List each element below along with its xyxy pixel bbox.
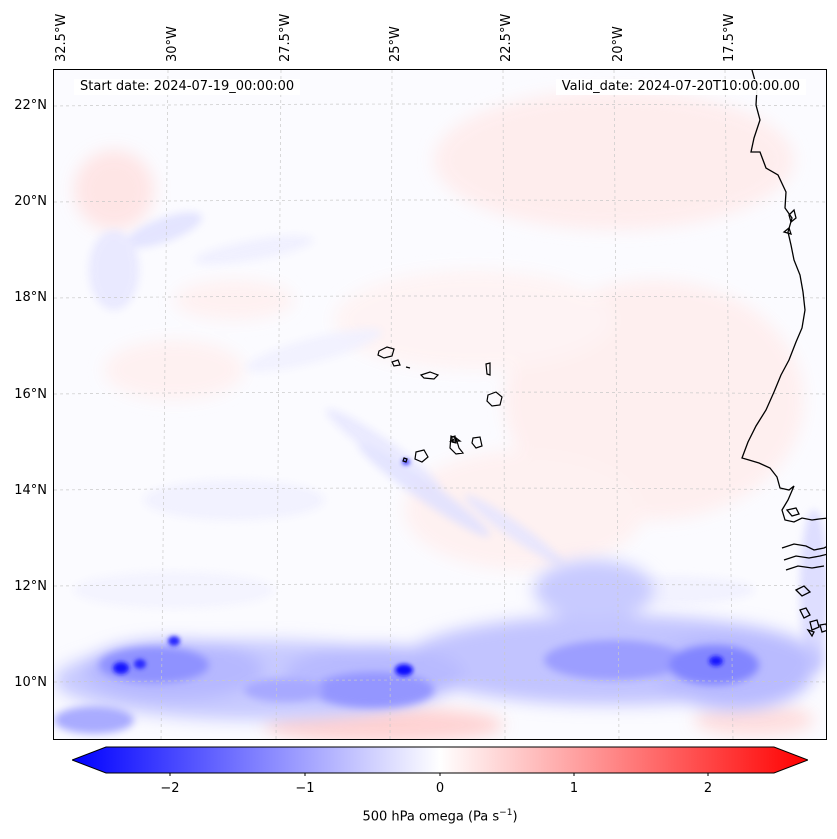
lat-label-22n: 22°N bbox=[14, 98, 47, 113]
lat-label-20n: 20°N bbox=[14, 194, 47, 209]
lat-label-18n: 18°N bbox=[14, 290, 47, 305]
african-coastline bbox=[741, 70, 826, 638]
colorbar-label: 500 hPa omega (Pa s−1) bbox=[0, 808, 837, 824]
colorbar-label-close: ) bbox=[512, 809, 518, 825]
lon-label-20w: 20°W bbox=[611, 26, 626, 62]
cape-verde-islands bbox=[377, 346, 503, 463]
lat-label-10n: 10°N bbox=[14, 675, 47, 690]
colorbar-tick-2: 2 bbox=[703, 781, 713, 796]
lon-label-17-5w: 17.5°W bbox=[722, 13, 737, 62]
valid-date-label: Valid_date: 2024-07-20T10:00:00.00 bbox=[555, 79, 806, 95]
lon-label-25w: 25°W bbox=[388, 26, 403, 62]
colorbar-tick-minus2: −2 bbox=[160, 781, 180, 796]
colorbar-tick-minus1: −1 bbox=[295, 781, 315, 796]
map-panel: Start date: 2024-07-19_00:00:00 Valid_da… bbox=[53, 69, 827, 740]
graticule bbox=[54, 70, 826, 739]
colorbar-tick-1: 1 bbox=[569, 781, 579, 796]
omega-field-map bbox=[54, 70, 826, 739]
lon-label-30w: 30°W bbox=[165, 26, 180, 62]
omega-minimum-spots bbox=[113, 459, 723, 676]
lon-label-22-5w: 22.5°W bbox=[499, 13, 514, 62]
start-date-label: Start date: 2024-07-19_00:00:00 bbox=[74, 79, 301, 95]
lon-label-27-5w: 27.5°W bbox=[278, 13, 293, 62]
colorbar-label-main: 500 hPa omega (Pa s bbox=[362, 809, 500, 825]
lon-label-32-5w: 32.5°W bbox=[54, 13, 69, 62]
lat-label-12n: 12°N bbox=[14, 579, 47, 594]
colorbar-label-exponent: −1 bbox=[499, 808, 513, 818]
colorbar-tick-0: 0 bbox=[435, 781, 445, 796]
omega-colorbar bbox=[72, 746, 808, 776]
lat-label-16n: 16°N bbox=[14, 387, 47, 402]
lat-label-14n: 14°N bbox=[14, 483, 47, 498]
